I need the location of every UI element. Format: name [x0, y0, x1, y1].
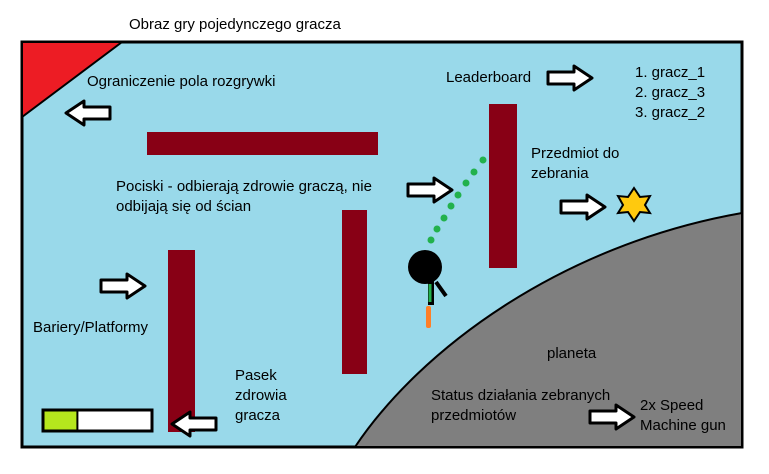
arrow-left-health-icon	[170, 410, 218, 438]
label-status: Status działania zebranych przedmiotów	[431, 387, 611, 424]
planet	[353, 211, 743, 448]
label-item: Przedmiot do zebrania	[531, 145, 620, 182]
bullet	[440, 214, 448, 222]
bullets	[427, 156, 487, 244]
annotation-arrows	[64, 64, 636, 438]
player-thrust-flame	[426, 306, 431, 328]
arrow-right-status-icon	[588, 403, 636, 431]
label-barriers: Bariery/Platformy	[33, 319, 149, 336]
page-title: Obraz gry pojedynczego gracza	[129, 16, 341, 33]
bullet	[433, 225, 441, 233]
status-item: 2x Speed	[640, 397, 704, 414]
barrier-wall	[147, 132, 378, 155]
bullet	[479, 156, 487, 164]
boundary-corner	[21, 41, 125, 119]
arrow-right-barriers-icon	[99, 272, 147, 300]
bullet	[462, 179, 470, 187]
leaderboard-entry: 3. gracz_2	[635, 104, 706, 121]
arrow-right-bullets-icon	[406, 176, 454, 204]
player-head	[408, 250, 442, 284]
barrier-wall	[168, 250, 195, 432]
label-boundary: Ograniczenie pola rozgrywki	[87, 73, 276, 90]
status-item: Machine gun	[640, 417, 726, 434]
label-leaderboard: Leaderboard	[446, 69, 532, 86]
leaderboard-entry: 1. gracz_1	[635, 64, 706, 81]
health-bar-fill	[44, 411, 78, 430]
bullet	[427, 236, 435, 244]
barrier-wall	[342, 210, 367, 374]
collectible-star-icon	[616, 186, 652, 223]
bullet	[470, 168, 478, 176]
label-bullets: Pociski - odbierają zdrowie graczą, nie …	[116, 178, 372, 215]
label-health: Pasek zdrowia gracza	[235, 367, 287, 424]
leaderboard-list: 1. gracz_1 2. gracz_3 3. gracz_2	[635, 63, 705, 123]
leaderboard-entry: 2. gracz_3	[635, 84, 706, 101]
barrier-wall	[489, 104, 517, 268]
status-items: 2x Speed Machine gun	[640, 396, 726, 436]
arrow-left-boundary-icon	[64, 99, 112, 127]
bullet	[447, 202, 455, 210]
player	[408, 250, 448, 328]
player-arm	[434, 280, 448, 298]
label-planet: planeta	[547, 345, 597, 362]
arrow-right-item-icon	[559, 193, 607, 221]
bullet	[454, 191, 462, 199]
arrow-right-leaderboard-icon	[546, 64, 594, 92]
health-bar	[41, 408, 154, 433]
